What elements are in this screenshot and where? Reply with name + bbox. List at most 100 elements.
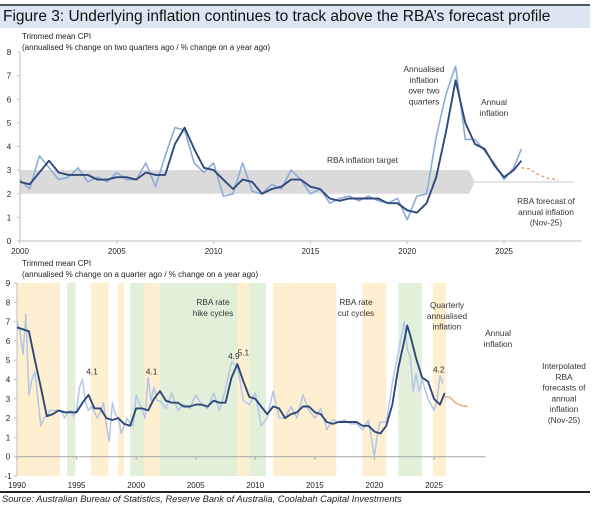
annualised-two-quarter-line xyxy=(19,65,523,221)
bottom-chart-subtitle: (annualised % change on a quarter ago / … xyxy=(22,270,259,279)
rate-hike-band xyxy=(130,283,145,476)
rate-cut-band xyxy=(118,283,125,476)
annotation-rba-forecast: RBA forecast of xyxy=(517,196,575,206)
annotation-annual-inflation: Annual xyxy=(485,328,511,338)
label-rate-cut-cycles: cut cycles xyxy=(338,308,374,318)
y-tick-label: 2 xyxy=(7,190,12,199)
annotation-annualised-two-quarters: Annualised xyxy=(403,64,444,74)
x-tick-label: 2025 xyxy=(495,247,513,256)
y-tick-label: 8 xyxy=(6,298,11,307)
y-tick-label: 5 xyxy=(7,119,12,128)
y-tick-label: 7 xyxy=(6,318,11,327)
annotation-interpolated-forecasts: forecasts of xyxy=(543,383,587,393)
annotation-rba-forecast: annual inflation xyxy=(518,207,574,217)
annotation-interpolated-forecasts: (Nov-25) xyxy=(548,415,581,425)
x-tick-label: 2025 xyxy=(425,481,443,490)
x-tick-label: 2020 xyxy=(398,247,416,256)
top-chart-subtitle: (annualised % change on two quarters ago… xyxy=(22,43,271,52)
data-label: 4.1 xyxy=(146,367,158,377)
rate-cut-band xyxy=(273,283,337,476)
y-tick-label: 6 xyxy=(7,95,12,104)
source-rule xyxy=(0,491,590,493)
annotation-annual-inflation: inflation xyxy=(480,108,509,118)
annotation-quarterly-annualised: annualised xyxy=(427,311,468,321)
x-tick-label: 2005 xyxy=(108,247,126,256)
rate-hike-band xyxy=(249,283,267,476)
bottom-axes: -1 0 1 2 3 4 5 6 7 8 9 1990 1995 2000 2005 2010 2015 2020… xyxy=(4,279,486,490)
label-rate-cut-cycles: RBA rate xyxy=(339,297,373,307)
annual-inflation-line xyxy=(19,79,523,214)
top-chart: Trimmed mean CPI (annualised % change on… xyxy=(7,32,582,256)
annotation-quarterly-annualised: inflation xyxy=(433,322,462,332)
rate-hike-band xyxy=(159,283,238,476)
annotation-interpolated-forecasts: inflation xyxy=(550,404,579,414)
annotation-rba-forecast: (Nov-25) xyxy=(530,218,563,228)
title-bar xyxy=(0,6,590,28)
rate-cut-band xyxy=(144,283,160,476)
data-label: 5.1 xyxy=(238,347,250,357)
y-tick-label: 4 xyxy=(7,143,12,152)
rate-cut-band xyxy=(362,283,387,476)
y-tick-label: 6 xyxy=(6,337,11,346)
label-rate-hike-cycles: RBA rate xyxy=(196,297,230,307)
y-tick-label: 5 xyxy=(6,356,11,365)
annotation-annual-inflation: inflation xyxy=(484,339,513,349)
data-label: 4.1 xyxy=(86,367,98,377)
rate-cut-band xyxy=(90,283,109,476)
bottom-chart: Trimmed mean CPI (annualised % change on… xyxy=(4,259,586,490)
top-chart-title: Trimmed mean CPI xyxy=(22,32,91,41)
interpolated-forecast-line xyxy=(444,396,468,408)
label-rate-hike-cycles: hike cycles xyxy=(193,308,234,318)
y-tick-label: 2 xyxy=(6,414,11,423)
y-tick-label: 0 xyxy=(6,453,11,462)
x-tick-label: 2000 xyxy=(11,247,29,256)
annotation-interpolated-forecasts: Interpolated xyxy=(542,361,586,371)
annotation-annualised-two-quarters: quarters xyxy=(409,96,439,106)
annotation-annual-inflation: Annual xyxy=(481,97,507,107)
data-label: 4.9 xyxy=(228,351,240,361)
annotation-quarterly-annualised: Quarterly xyxy=(430,300,465,310)
source-note: Source: Australian Bureau of Statistics,… xyxy=(2,494,402,504)
title-rule xyxy=(0,4,590,6)
y-tick-label: 4 xyxy=(6,376,11,385)
x-tick-label: 2000 xyxy=(127,481,145,490)
rate-cycle-bands xyxy=(17,283,446,476)
y-tick-label: 9 xyxy=(6,279,11,288)
x-tick-label: 2015 xyxy=(302,247,320,256)
top-axes: 0 1 2 3 4 5 6 7 8 2000 2005 2010 2015 2020 2025 xyxy=(7,48,582,256)
annotation-annualised-two-quarters: over two xyxy=(408,86,440,96)
y-tick-label: 0 xyxy=(7,237,12,246)
rate-hike-band xyxy=(398,283,423,476)
bottom-series-layer xyxy=(16,313,468,458)
target-band-layer xyxy=(20,170,574,194)
x-tick-label: 2010 xyxy=(205,247,223,256)
top-series-layer xyxy=(19,65,559,221)
rba-forecast-line xyxy=(521,167,559,181)
x-tick-label: 2015 xyxy=(306,481,324,490)
annotation-interpolated-forecasts: annual xyxy=(552,393,577,403)
x-tick-label: 2005 xyxy=(187,481,205,490)
y-tick-label: 3 xyxy=(6,395,11,404)
y-tick-label: 1 xyxy=(7,213,12,222)
y-tick-label: 8 xyxy=(7,48,12,57)
y-tick-label: 3 xyxy=(7,166,12,175)
x-tick-label: 1990 xyxy=(8,481,26,490)
y-tick-label: 1 xyxy=(6,433,11,442)
x-tick-label: 1995 xyxy=(68,481,86,490)
x-tick-label: 2020 xyxy=(366,481,384,490)
annotation-annualised-two-quarters: inflation xyxy=(410,75,439,85)
y-tick-label: 7 xyxy=(7,72,12,81)
x-tick-label: 2010 xyxy=(246,481,264,490)
y-tick-label: -1 xyxy=(4,472,12,481)
rate-hike-band xyxy=(67,283,76,476)
annual-inflation-line xyxy=(16,324,446,435)
data-label: 4.2 xyxy=(433,365,445,375)
figure-title: Figure 3: Underlying inflation continues… xyxy=(3,8,551,25)
annotation-interpolated-forecasts: RBA xyxy=(555,372,573,382)
bottom-chart-title: Trimmed mean CPI xyxy=(22,259,91,268)
target-band xyxy=(20,170,475,194)
target-band-label: RBA inflation target xyxy=(327,155,399,165)
